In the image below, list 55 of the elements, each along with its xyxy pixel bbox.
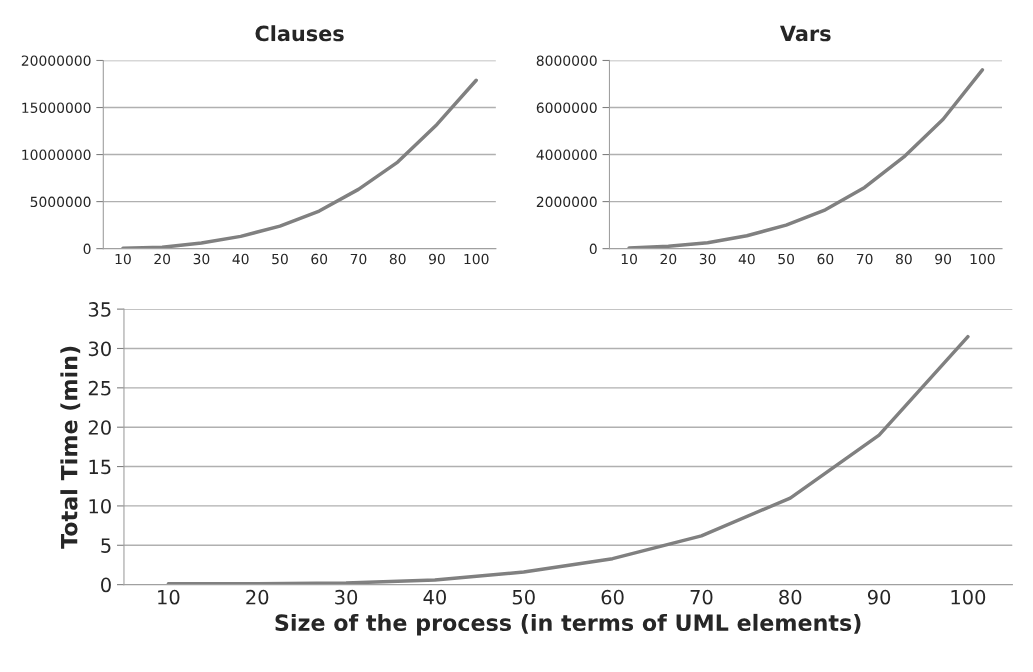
y-tick-label: 35 — [88, 302, 111, 317]
x-tick-label: 40 — [423, 589, 446, 605]
y-tick-label: 0 — [101, 577, 111, 593]
y-tick-label: 15000000 — [22, 102, 91, 113]
x-tick-label: 90 — [867, 589, 891, 605]
x-axis-title: Size of the process (in terms of UML elements) — [275, 613, 861, 636]
y-tick-label: 30 — [88, 341, 111, 357]
x-tick-label: 100 — [464, 253, 489, 265]
x-tick-label: 40 — [232, 253, 249, 265]
x-tick-label: 60 — [817, 253, 834, 265]
y-tick-label: 25 — [88, 380, 111, 396]
x-tick-label: 80 — [389, 253, 406, 265]
x-tick-label: 10 — [115, 253, 131, 265]
y-tick-label: 10000000 — [22, 149, 91, 161]
y-axis-title: Total Time (min) — [60, 346, 81, 549]
chart-title: Vars — [779, 25, 831, 42]
x-tick-label: 20 — [154, 253, 171, 265]
y-tick-label: 5 — [101, 538, 111, 553]
line-series — [121, 78, 478, 249]
x-tick-label: 50 — [272, 253, 288, 265]
y-tick-label: 8000000 — [536, 55, 597, 66]
x-tick-label: 40 — [738, 253, 755, 265]
y-tick-label: 4000000 — [536, 149, 597, 161]
x-tick-label: 100 — [951, 589, 986, 605]
x-tick-label: 60 — [311, 253, 328, 265]
chart-title: Clauses — [255, 25, 344, 42]
y-tick-label: 10 — [89, 498, 111, 514]
x-tick-label: 30 — [193, 253, 210, 265]
x-tick-label: 70 — [856, 253, 873, 265]
x-tick-label: 20 — [246, 589, 269, 605]
x-tick-label: 30 — [335, 589, 358, 605]
x-tick-label: 30 — [699, 253, 716, 265]
y-tick-label: 5000000 — [30, 196, 91, 208]
x-tick-label: 60 — [601, 589, 624, 605]
y-tick-label: 15 — [89, 459, 111, 475]
x-tick-label: 80 — [779, 589, 802, 605]
x-tick-label: 90 — [429, 253, 445, 265]
line-series — [627, 68, 985, 249]
x-tick-label: 50 — [512, 589, 535, 605]
x-tick-label: 70 — [350, 253, 367, 265]
y-tick-label: 6000000 — [536, 102, 597, 113]
x-tick-label: 90 — [935, 253, 952, 265]
x-tick-label: 50 — [778, 253, 795, 265]
x-tick-label: 80 — [895, 253, 912, 265]
x-tick-label: 10 — [621, 253, 638, 265]
line-series — [166, 334, 970, 585]
x-tick-label: 70 — [690, 589, 713, 605]
y-tick-label: 20 — [88, 420, 111, 435]
x-tick-label: 20 — [660, 253, 677, 265]
y-tick-label: 0 — [589, 243, 597, 255]
y-tick-label: 0 — [83, 243, 91, 255]
y-tick-label: 2000000 — [536, 196, 597, 208]
x-tick-label: 10 — [158, 589, 180, 605]
y-tick-label: 20000000 — [21, 55, 91, 66]
x-tick-label: 100 — [970, 253, 995, 265]
